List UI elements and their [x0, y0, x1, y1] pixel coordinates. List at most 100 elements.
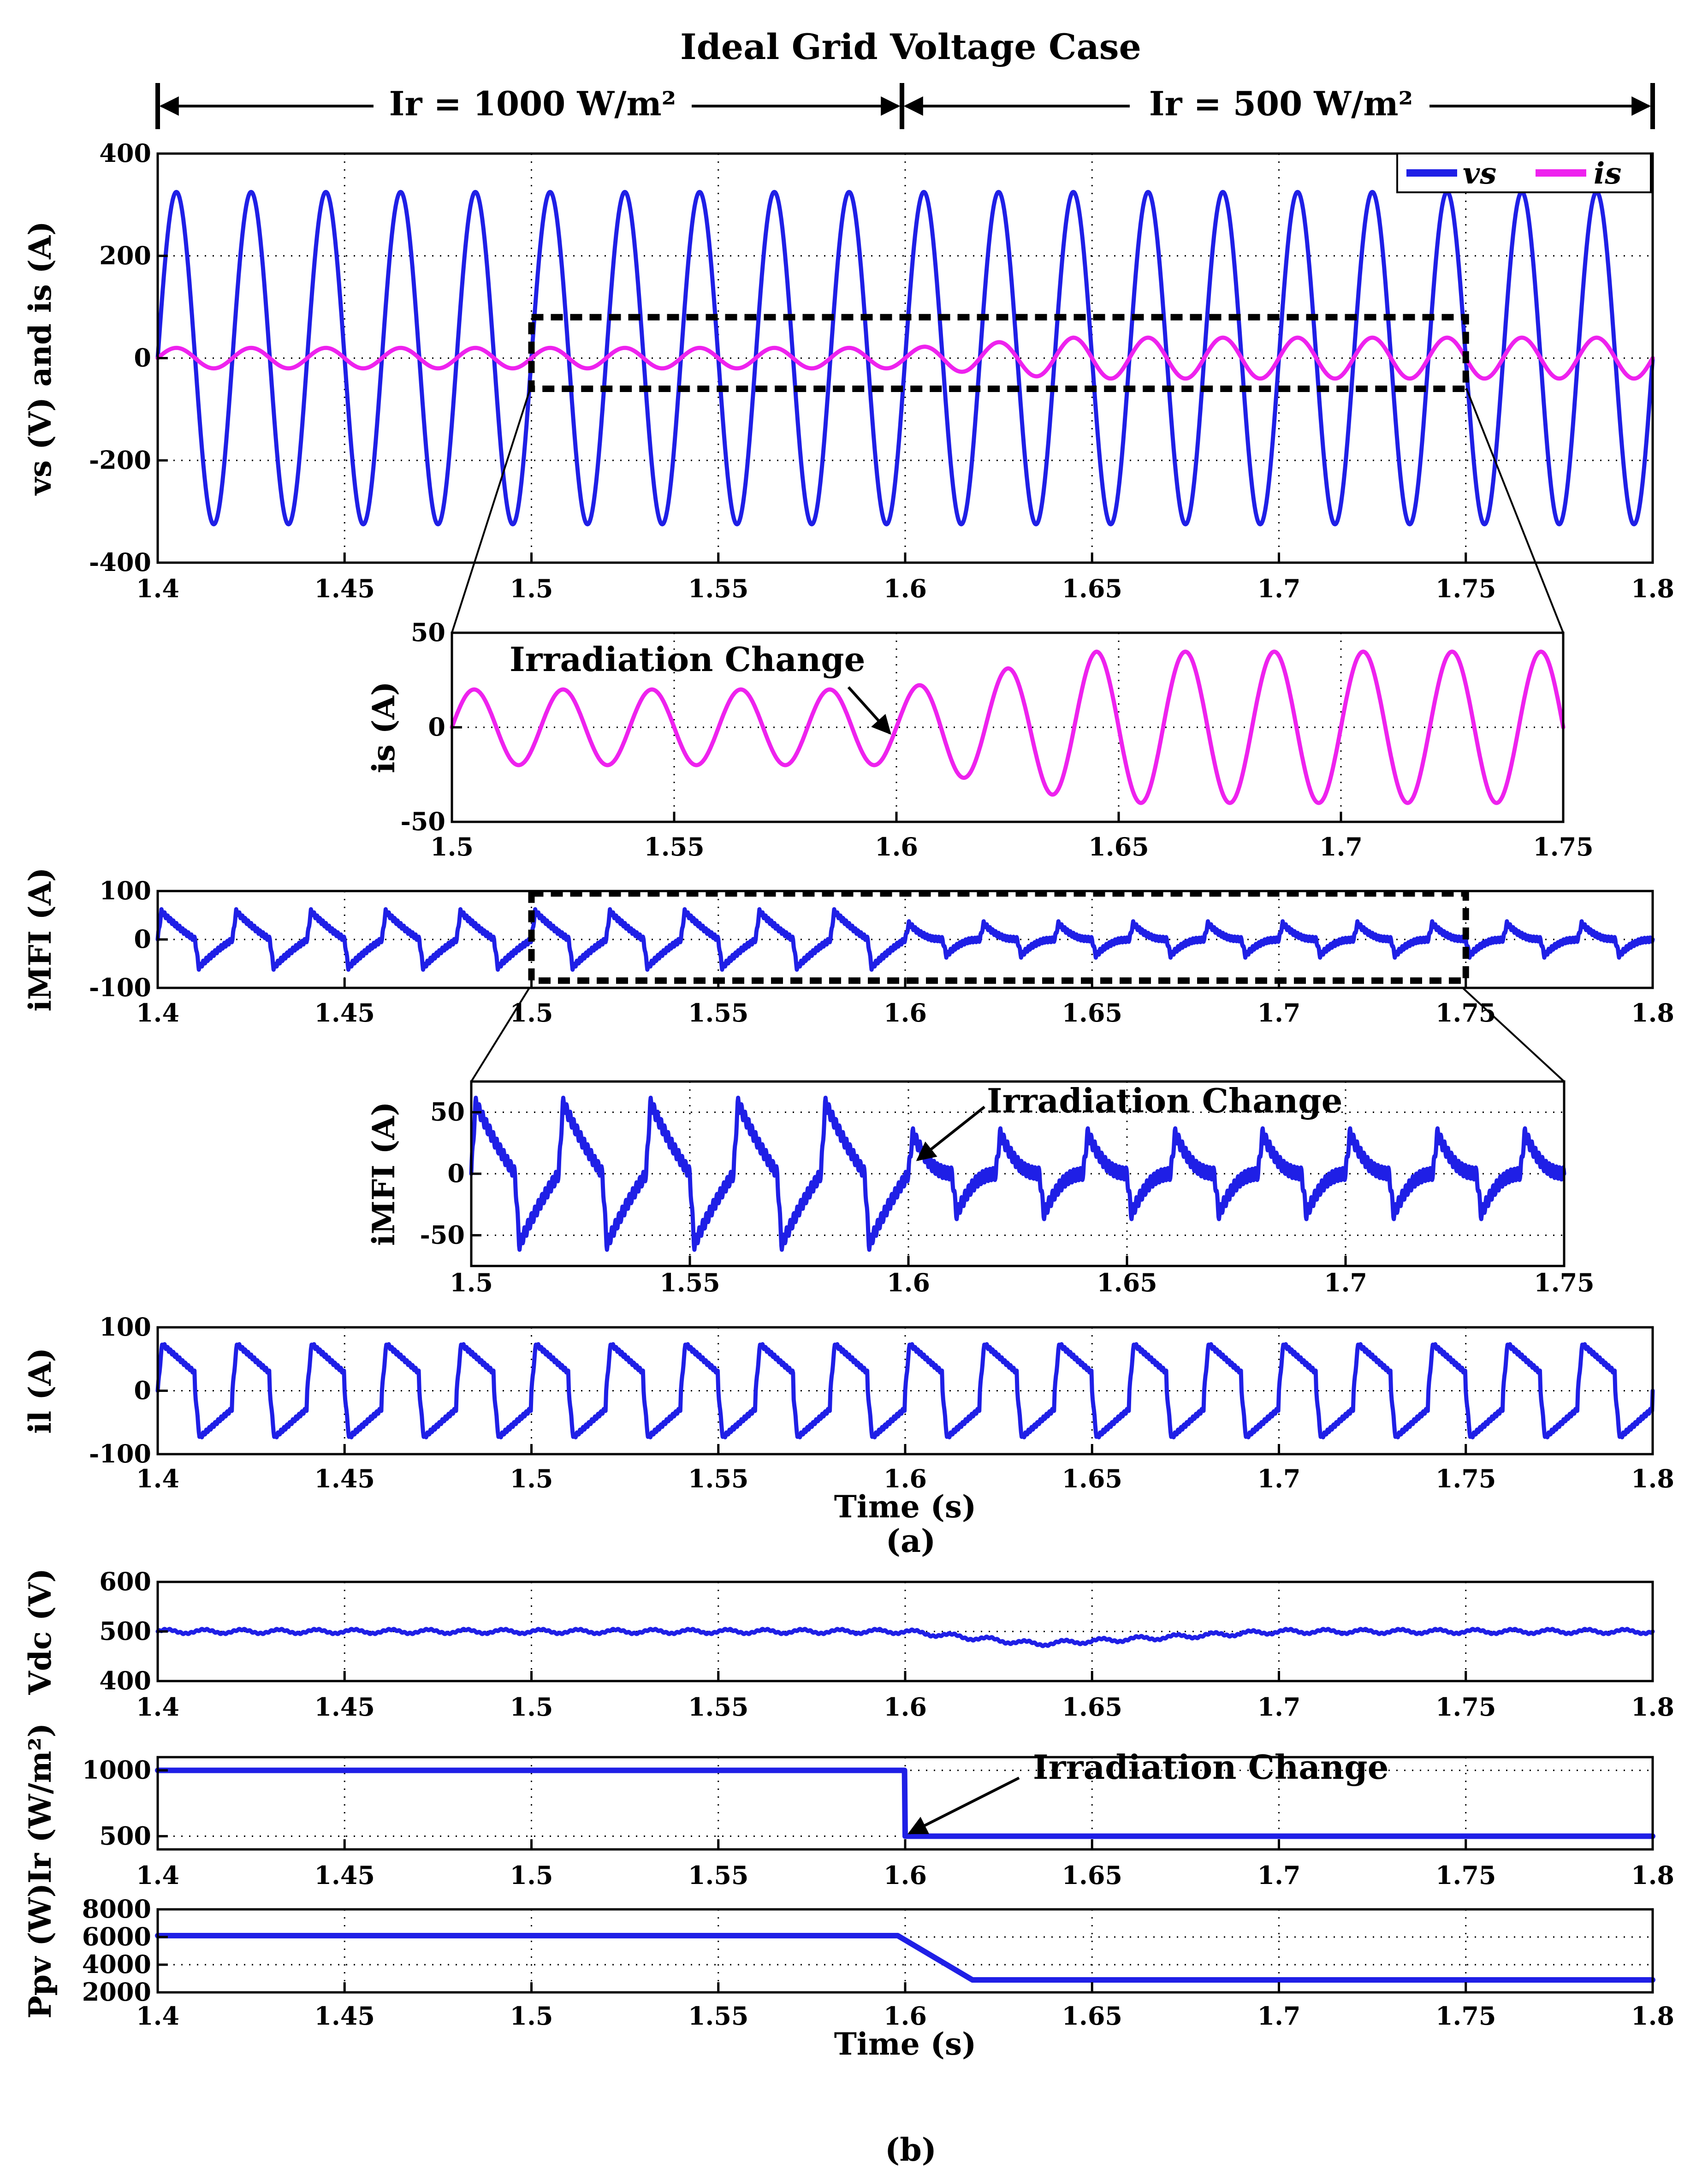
irradiance-xtick-label: 1.5 [510, 1860, 553, 1890]
imfi_zoom-ytick-label: 0 [447, 1159, 465, 1188]
irradiance-xtick-label: 1.75 [1435, 1860, 1496, 1890]
legend-is-label: is [1594, 156, 1621, 191]
imfi-ytick-label: 0 [134, 924, 151, 954]
imfi_zoom-xtick-label: 1.55 [659, 1268, 720, 1297]
ppv-ytick-label: 2000 [82, 1977, 151, 2007]
il-xtick-label: 1.8 [1631, 1464, 1674, 1493]
is_zoom-series-is [450, 649, 1566, 805]
annotation-is-zoom-text: Irradiation Change [510, 640, 865, 679]
vs_is-series-is [155, 335, 1655, 381]
irradiance-xtick-label: 1.6 [884, 1860, 927, 1890]
imfi-ytick-label: 100 [99, 876, 151, 905]
imfi_zoom-ytick-label: 50 [430, 1097, 465, 1127]
imfi-zoom-panel: 1.5 1.55 1.6 1.65 1.7 1.75 -50 0 50 iMFI (A) [366, 1080, 1595, 1297]
il-ylabel: il (A) [22, 1348, 58, 1434]
il-xtick-label: 1.5 [510, 1464, 553, 1493]
ppv-xtick-label: 1.8 [1631, 2001, 1674, 2031]
ppv-xtick-label: 1.75 [1435, 2001, 1496, 2031]
vdc-xtick-label: 1.4 [136, 1692, 179, 1722]
vs_is-ytick-label: -400 [89, 547, 151, 577]
imfi-xtick-label: 1.45 [314, 998, 375, 1028]
annotation-imfi-zoom-text: Irradiation Change [987, 1081, 1342, 1120]
vdc-xtick-label: 1.6 [884, 1692, 927, 1722]
annotation-is-zoom-arrow [847, 686, 891, 735]
zoom-connector-imfi-right [1462, 987, 1565, 1082]
is_zoom-ylabel: is (A) [366, 682, 402, 773]
ppv-xlabel: Time (s) [834, 2026, 977, 2062]
vs_is-xtick-label: 1.6 [884, 574, 927, 603]
zoom-connector-is-left [451, 388, 531, 633]
annotation-irradiance: Irradiation Change [907, 1747, 1388, 1835]
il-xtick-label: 1.65 [1062, 1464, 1122, 1493]
il-xtick-label: 1.55 [688, 1464, 749, 1493]
is_zoom-xtick-label: 1.6 [875, 832, 918, 862]
zoom-connector-imfi-left [470, 987, 530, 1082]
imfi-xtick-label: 1.7 [1257, 998, 1301, 1028]
vdc-xtick-label: 1.8 [1631, 1692, 1674, 1722]
vs_is-xtick-label: 1.75 [1435, 574, 1496, 603]
vdc-xtick-label: 1.55 [688, 1692, 749, 1722]
imfi-ytick-label: -100 [89, 973, 151, 1002]
irradiance-xtick-label: 1.45 [314, 1860, 375, 1890]
imfi-xtick-label: 1.65 [1062, 998, 1122, 1028]
il-xtick-label: 1.6 [884, 1464, 927, 1493]
imfi-xtick-label: 1.8 [1631, 998, 1674, 1028]
vs_is-ytick-label: 400 [99, 138, 151, 168]
ppv-panel: 1.4 1.45 1.5 1.55 1.6 1.65 1.7 1.75 1.8 200040006… [22, 1883, 1674, 2062]
irradiance-xtick-label: 1.4 [136, 1860, 179, 1890]
irradiance-xtick-label: 1.65 [1062, 1860, 1122, 1890]
vs_is-xtick-label: 1.8 [1631, 574, 1674, 603]
annotation-irradiance-arrow [907, 1777, 1020, 1835]
is_zoom-xtick-label: 1.55 [644, 832, 705, 862]
annotation-imfi-zoom: Irradiation Change [916, 1081, 1342, 1161]
il-ytick-label: 0 [134, 1376, 151, 1405]
imfi-zoom-region [528, 890, 1469, 984]
is_zoom-xtick-label: 1.75 [1533, 832, 1594, 862]
irradiance-period-header: Ir = 1000 W/m² Ir = 500 W/m² [155, 83, 1655, 129]
is_zoom-ytick-label: 50 [411, 618, 445, 647]
imfi_zoom-xtick-label: 1.6 [887, 1268, 930, 1297]
il-ytick-label: -100 [89, 1439, 151, 1468]
vs-is-panel: 1.4 1.45 1.5 1.55 1.6 1.65 1.7 1.75 1.8 -400 -200 0… [22, 138, 1674, 603]
vdc-xtick-label: 1.75 [1435, 1692, 1496, 1722]
annotation-imfi-zoom-arrow [916, 1105, 985, 1161]
vdc-series-Vdc [155, 1627, 1655, 1648]
vdc-xtick-label: 1.7 [1257, 1692, 1301, 1722]
ppv-ytick-label: 4000 [82, 1949, 151, 1979]
imfi_zoom-xtick-label: 1.65 [1097, 1268, 1157, 1297]
vdc-ytick-label: 600 [99, 1567, 151, 1596]
ppv-xtick-label: 1.6 [884, 2001, 927, 2031]
ppv-xtick-label: 1.5 [510, 2001, 553, 2031]
figure-title: Ideal Grid Voltage Case [680, 26, 1141, 67]
is_zoom-xtick-label: 1.65 [1088, 832, 1149, 862]
annotation-is-zoom: Irradiation Change [510, 640, 891, 735]
ppv-xtick-label: 1.65 [1062, 2001, 1122, 2031]
irradiance-ylabel: Ir (W/m²) [22, 1723, 58, 1884]
irradiance-500-label: Ir = 500 W/m² [1149, 84, 1413, 123]
ppv-ylabel: Ppv (W) [22, 1883, 58, 2019]
legend-vs-label: vs [1463, 156, 1496, 191]
caption-b: (b) [885, 2132, 937, 2169]
ppv-xtick-label: 1.4 [136, 2001, 179, 2031]
vs_is-xtick-label: 1.65 [1062, 574, 1122, 603]
irradiance-1000-label: Ir = 1000 W/m² [389, 84, 676, 123]
il-xtick-label: 1.4 [136, 1464, 179, 1493]
ppv-xtick-label: 1.7 [1257, 2001, 1301, 2031]
irradiance-series-Ir [155, 1767, 1655, 1839]
irradiance-ytick-label: 1000 [82, 1755, 151, 1785]
zoom-connector-is-right [1465, 388, 1564, 633]
il-xtick-label: 1.7 [1257, 1464, 1301, 1493]
vs_is-ytick-label: -200 [89, 445, 151, 475]
vs_is-ylabel: vs (V) and is (A) [22, 221, 58, 496]
caption-a: (a) [886, 1523, 936, 1560]
vdc-panel: 1.4 1.45 1.5 1.55 1.6 1.65 1.7 1.75 1.8 400 500 600… [22, 1567, 1674, 1722]
irradiance-ytick-label: 500 [99, 1821, 151, 1850]
vdc-ytick-label: 500 [99, 1616, 151, 1646]
imfi-ylabel: iMFI (A) [22, 868, 58, 1012]
vdc-ytick-label: 400 [99, 1666, 151, 1695]
imfi-xtick-label: 1.6 [884, 998, 927, 1028]
vs_is-xtick-label: 1.55 [688, 574, 749, 603]
vs_is-xtick-label: 1.45 [314, 574, 375, 603]
vdc-xtick-label: 1.65 [1062, 1692, 1122, 1722]
